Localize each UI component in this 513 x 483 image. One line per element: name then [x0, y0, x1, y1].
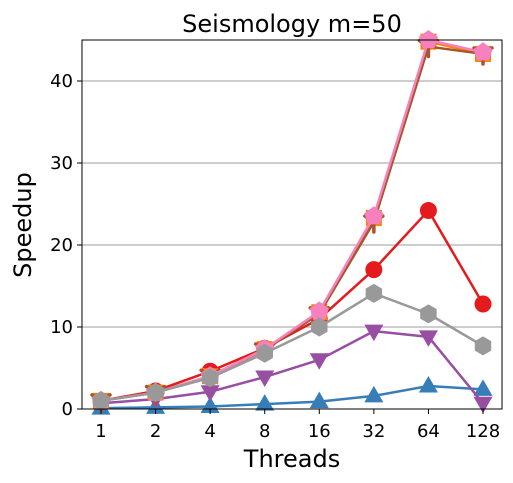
chart-title: Seismology m=50	[182, 10, 402, 38]
data-point	[256, 343, 273, 363]
data-point	[365, 261, 383, 279]
y-axis-label: Speedup	[9, 172, 37, 278]
plot-frame	[81, 39, 503, 410]
y-tick-label: 20	[50, 235, 73, 256]
data-point	[309, 353, 329, 370]
x-axis-label: Threads	[243, 445, 340, 473]
series-line	[100, 45, 484, 403]
x-axis: 1 2 4 8 16 32 64 128	[95, 409, 500, 442]
data-point	[473, 42, 493, 61]
y-tick-label: 10	[50, 317, 73, 338]
data-point	[473, 379, 493, 396]
series-7	[92, 283, 492, 411]
series-5	[90, 38, 494, 413]
data-point	[309, 301, 329, 320]
data-point	[418, 330, 438, 347]
x-tick-label: 128	[466, 421, 500, 442]
y-tick-label: 40	[50, 71, 73, 92]
data-point	[255, 370, 275, 388]
series-1	[92, 202, 492, 410]
series-line	[100, 209, 485, 403]
data-point	[420, 304, 437, 324]
x-tick-label: 32	[362, 421, 385, 442]
gridlines	[82, 80, 502, 328]
y-tick-label: 30	[50, 153, 73, 174]
y-tick-label: 0	[62, 399, 73, 420]
y-axis: 0 10 20 30 40	[50, 71, 82, 420]
data-point	[201, 368, 219, 388]
x-tick-label: 8	[259, 421, 270, 442]
series-layer	[90, 30, 494, 415]
x-tick-label: 64	[417, 421, 440, 442]
data-point	[364, 385, 384, 403]
data-point	[311, 317, 328, 337]
data-point	[418, 376, 438, 393]
data-point	[92, 391, 110, 411]
data-point	[200, 385, 220, 402]
data-point	[147, 383, 164, 403]
series-line	[100, 292, 484, 403]
series-line	[100, 329, 484, 405]
x-tick-label: 16	[308, 421, 331, 442]
series-line	[100, 384, 484, 410]
data-point	[473, 396, 493, 414]
x-tick-label: 1	[95, 421, 106, 442]
data-point	[255, 394, 275, 411]
data-point	[474, 295, 492, 313]
data-point	[309, 391, 329, 409]
data-point	[364, 206, 384, 225]
series-line	[100, 38, 484, 403]
data-point	[474, 336, 492, 356]
x-tick-label: 4	[204, 421, 215, 442]
data-point	[365, 283, 383, 303]
data-point	[418, 30, 438, 49]
data-point	[364, 324, 384, 342]
data-point	[419, 202, 437, 220]
x-tick-label: 2	[150, 421, 161, 442]
series-line	[100, 40, 484, 403]
series-4	[93, 33, 491, 409]
